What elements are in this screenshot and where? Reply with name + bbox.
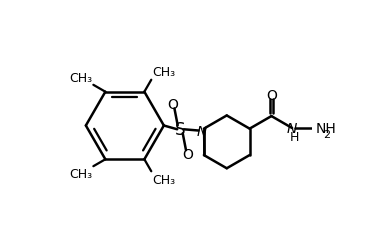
Text: O: O	[168, 98, 179, 112]
Text: S: S	[175, 121, 185, 139]
Text: H: H	[290, 130, 299, 143]
Text: CH₃: CH₃	[69, 71, 92, 84]
Text: CH₃: CH₃	[69, 168, 92, 181]
Text: NH: NH	[316, 121, 337, 136]
Text: 2: 2	[323, 129, 330, 139]
Text: N: N	[197, 124, 207, 138]
Text: O: O	[266, 88, 277, 102]
Text: CH₃: CH₃	[153, 173, 176, 186]
Text: N: N	[287, 121, 297, 136]
Text: CH₃: CH₃	[153, 66, 176, 79]
Text: O: O	[182, 148, 193, 162]
